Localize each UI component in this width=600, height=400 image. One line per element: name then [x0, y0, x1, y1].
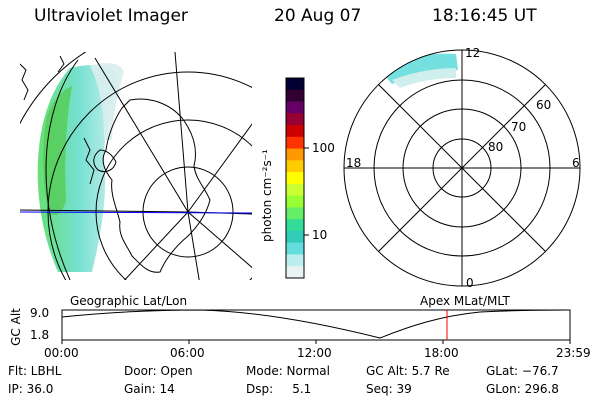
colorbar-frame	[285, 77, 305, 279]
date-label: 20 Aug 07	[274, 6, 362, 26]
meridian	[174, 52, 189, 213]
colorbar-label-10: 10	[312, 228, 328, 242]
info-filter: Flt: LBHL	[8, 364, 62, 378]
polar-aurora-region	[382, 53, 458, 84]
gc-altitude-curve	[61, 309, 571, 339]
colorbar-cell	[286, 207, 304, 220]
aurora-bright-core	[43, 86, 72, 216]
mlt-diagonal	[378, 84, 546, 252]
colorbar-cell	[286, 125, 304, 138]
colorbar-cell	[286, 230, 304, 244]
meridian	[187, 123, 252, 213]
y-tick-9: 9.0	[30, 306, 50, 320]
colorbar-cell	[286, 183, 304, 197]
mlat-label-70: 70	[511, 120, 527, 134]
meridian	[20, 209, 189, 213]
colorbar-cell	[286, 160, 304, 173]
apex-polar-plot	[343, 49, 581, 287]
info-gc-alt: GC Alt: 5.7 Re	[366, 364, 450, 378]
colorbar-cell	[286, 148, 304, 161]
x-tick-label-0000: 00:00	[44, 346, 79, 360]
mlat-label-60: 60	[536, 98, 552, 112]
mlt-label-12: 12	[465, 46, 481, 60]
x-tick-label-1800: 18:00	[424, 346, 459, 360]
timeline-frame	[61, 309, 571, 341]
instrument-title: Ultraviolet Imager	[34, 6, 188, 26]
colorbar-cell	[286, 101, 304, 114]
coastline	[20, 55, 95, 185]
info-dsp: Dsp: 5.1	[246, 382, 312, 396]
x-tick-label-1200: 12:00	[297, 346, 332, 360]
colorbar-cell	[286, 266, 304, 279]
info-gain: Gain: 14	[124, 382, 175, 396]
colorbar	[285, 77, 309, 279]
info-glon: GLon: 296.8	[486, 382, 559, 396]
colorbar-cell	[286, 195, 304, 208]
info-mode: Mode: Normal	[246, 364, 330, 378]
y-tick-1-8: 1.8	[30, 328, 50, 342]
x-tick-label-0600: 06:00	[170, 346, 205, 360]
x-tick-label-2359: 23:59	[556, 346, 591, 360]
meridian	[187, 211, 200, 280]
colorbar-cell	[286, 219, 304, 232]
colorbar-cell	[286, 242, 304, 255]
meridian	[187, 211, 252, 269]
info-door: Door: Open	[124, 364, 193, 378]
colorbar-cell	[286, 172, 304, 185]
colorbar-unit-label: photon cm⁻²s⁻¹	[260, 149, 274, 242]
colorbar-cell	[286, 89, 304, 103]
mlt-label-18: 18	[346, 156, 362, 170]
terminator-line	[20, 211, 252, 214]
apex-projection-label: Apex MLat/MLT	[420, 294, 510, 308]
info-seq: Seq: 39	[366, 382, 412, 396]
mlat-label-80: 80	[488, 140, 504, 154]
earth-limb	[45, 59, 79, 280]
info-glat: GLat: −76.7	[486, 364, 559, 378]
info-ip: IP: 36.0	[8, 382, 54, 396]
meridian	[123, 211, 189, 280]
colorbar-label-100: 100	[312, 141, 335, 155]
orbit-timeline	[61, 309, 571, 344]
continent-outline	[102, 98, 211, 273]
geographic-map	[20, 52, 252, 280]
geographic-projection-label: Geographic Lat/Lon	[70, 294, 188, 308]
colorbar-cell	[286, 113, 304, 126]
mlt-label-0: 0	[466, 276, 474, 290]
meridian	[94, 57, 189, 213]
colorbar-cell	[286, 254, 304, 267]
time-label: 18:16:45 UT	[432, 6, 537, 26]
polar-aurora-faint	[392, 68, 456, 88]
aurora-faint-edge	[90, 63, 124, 140]
timeline-axis-title: GC Alt	[9, 308, 23, 346]
colorbar-cell	[286, 136, 304, 150]
mlt-label-6: 6	[572, 156, 580, 170]
continent-outline	[93, 149, 117, 173]
colorbar-cell	[286, 78, 304, 91]
lat-circle-80	[142, 166, 234, 258]
